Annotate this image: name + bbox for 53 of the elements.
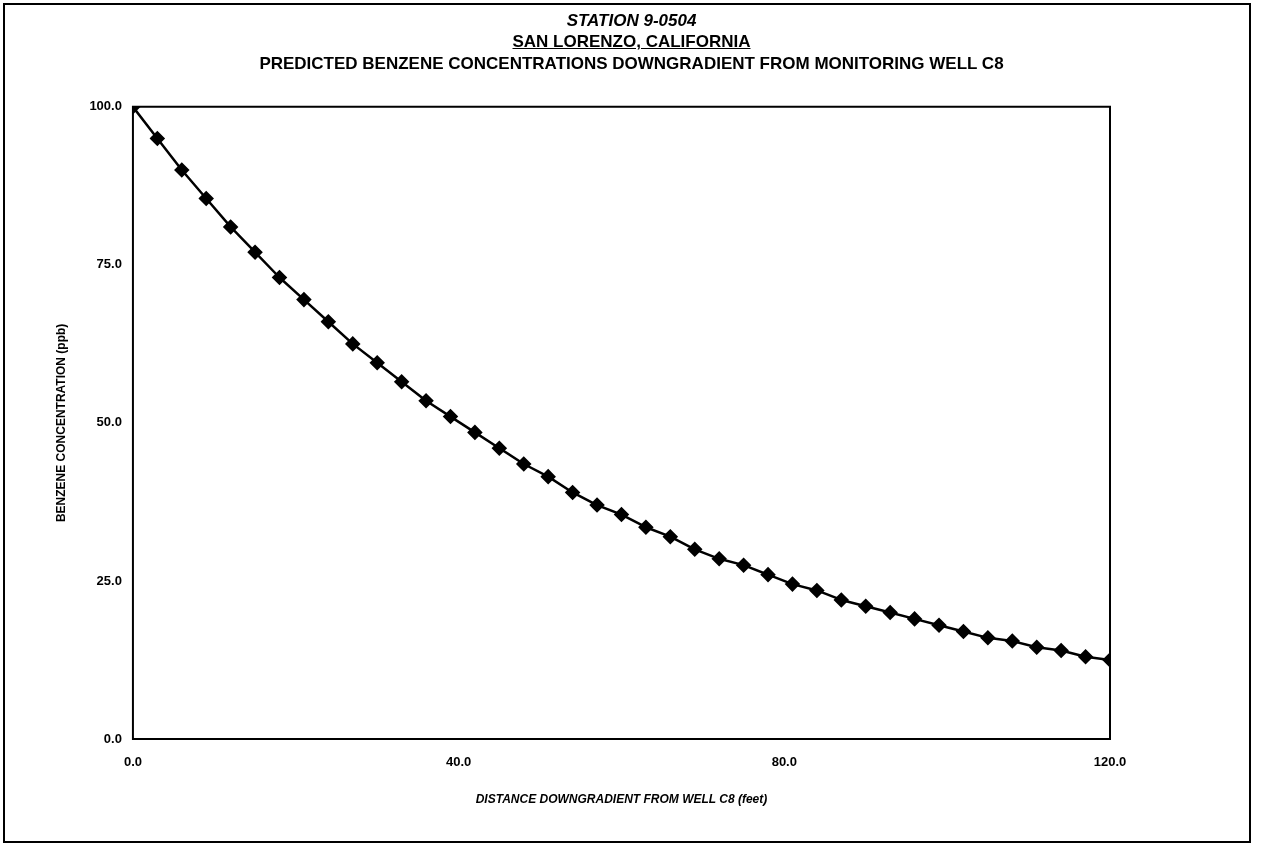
x-tick-label: 40.0: [445, 754, 472, 770]
point: [1053, 643, 1069, 658]
y-tick-label: 25.0: [96, 572, 122, 588]
point: [663, 529, 678, 544]
point: [834, 592, 849, 608]
point: [809, 583, 825, 598]
point: [687, 542, 702, 557]
point: [223, 219, 238, 235]
point: [980, 630, 996, 646]
point: [150, 131, 165, 146]
y-tick-label: 50.0: [96, 414, 122, 430]
point: [858, 598, 873, 614]
point: [711, 551, 727, 567]
point: [369, 355, 385, 371]
point: [614, 507, 629, 522]
point: [736, 557, 751, 573]
point: [492, 440, 507, 456]
y-axis-title: BENZENE CONCENTRATION (ppb): [53, 323, 68, 523]
point: [1005, 633, 1020, 649]
point: [443, 409, 458, 424]
text: PREDICTED BENZENE CONCENTRATIONS DOWNGRADIENT FROM MONITORING WELL C8: [258, 54, 1005, 74]
y-tick-label: 0.0: [103, 730, 122, 746]
x-axis-title: DISTANCE DOWNGRADIENT FROM WELL C8 (feet): [475, 792, 768, 807]
point: [565, 485, 580, 500]
point: [1078, 649, 1093, 665]
point: [956, 624, 971, 639]
point: [907, 611, 922, 627]
point: [345, 336, 361, 352]
point: [296, 292, 312, 307]
point: [516, 456, 532, 472]
y-tick-label: 100.0: [89, 98, 122, 114]
point: [589, 497, 605, 513]
point: [540, 469, 556, 484]
point: [394, 374, 409, 390]
point: [198, 191, 214, 206]
point: [785, 576, 800, 592]
point: [882, 605, 898, 620]
point: [272, 270, 287, 285]
point: [174, 162, 190, 178]
x-tick-label: 120.0: [1093, 754, 1127, 770]
chart-subtitle: SAN LORENZO, CALIFORNIA: [511, 32, 752, 52]
point: [247, 244, 263, 260]
point: [418, 393, 434, 409]
x-tick-label: 80.0: [771, 754, 797, 770]
point: [1029, 640, 1044, 655]
point: [931, 617, 947, 633]
chart-title: STATION 9-0504: [565, 11, 698, 31]
x-tick-label: 0.0: [123, 754, 142, 770]
point: [467, 425, 483, 440]
point: [760, 567, 776, 582]
y-tick-label: 75.0: [96, 256, 122, 272]
point: [638, 519, 654, 535]
point: [321, 314, 336, 329]
